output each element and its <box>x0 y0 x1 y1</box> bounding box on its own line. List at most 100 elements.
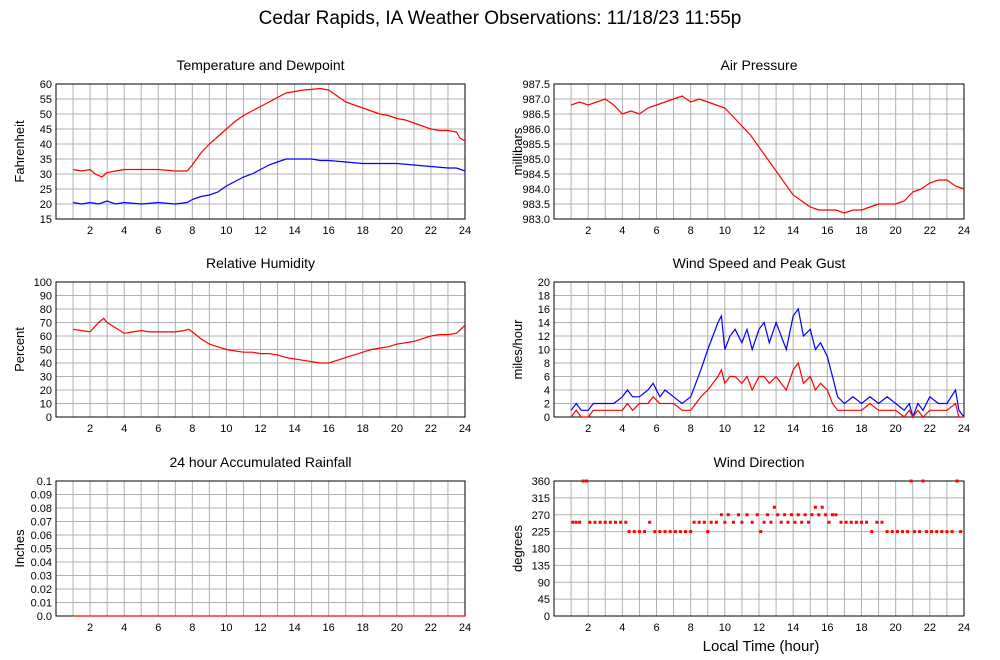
data-point <box>776 513 780 517</box>
y-tick-label: 60 <box>40 331 52 343</box>
data-point <box>783 513 787 517</box>
x-tick-label: 22 <box>425 225 437 237</box>
data-point <box>619 520 623 524</box>
y-tick-label: 10 <box>40 399 52 411</box>
y-tick-label: 986.0 <box>522 124 550 136</box>
x-tick-label: 10 <box>719 225 731 237</box>
data-point <box>714 520 718 524</box>
data-point <box>723 520 727 524</box>
data-point <box>865 520 869 524</box>
data-point <box>648 520 652 524</box>
data-point <box>875 520 879 524</box>
y-tick-label: 0.08 <box>31 503 52 515</box>
y-tick-label: 6 <box>544 372 550 384</box>
x-tick-label: 4 <box>121 423 127 435</box>
y-tick-label: 984.5 <box>522 169 550 181</box>
data-point <box>940 530 944 534</box>
x-axis-label: Local Time (hour) <box>703 638 820 655</box>
y-tick-label: 0.01 <box>31 598 52 610</box>
x-tick-label: 18 <box>357 622 369 634</box>
y-tick-label: 0.02 <box>31 584 52 596</box>
data-point <box>955 479 959 483</box>
x-tick-label: 16 <box>323 423 335 435</box>
y-tick-label: 0.0 <box>37 611 52 623</box>
y-tick-label: 315 <box>532 493 550 505</box>
y-tick-label: 0.07 <box>31 517 52 529</box>
y-tick-label: 15 <box>40 214 52 226</box>
x-tick-label: 12 <box>254 225 266 237</box>
data-point <box>673 530 677 534</box>
y-tick-label: 18 <box>538 291 550 303</box>
data-point <box>834 513 838 517</box>
plot-frame <box>553 281 965 418</box>
y-tick-label: 70 <box>40 318 52 330</box>
data-point <box>824 513 828 517</box>
y-tick-label: 987.5 <box>522 79 550 91</box>
x-tick-label: 12 <box>254 622 266 634</box>
x-tick-label: 24 <box>459 225 471 237</box>
series-line-1 <box>72 158 466 205</box>
y-tick-label: 30 <box>40 372 52 384</box>
data-point <box>678 530 682 534</box>
y-tick-label: 985.0 <box>522 154 550 166</box>
x-tick-label: 10 <box>220 423 232 435</box>
data-point <box>593 520 597 524</box>
plot-frame <box>55 281 466 418</box>
y-tick-label: 50 <box>40 345 52 357</box>
data-point <box>709 520 713 524</box>
x-tick-label: 14 <box>288 622 300 634</box>
data-point <box>624 520 628 524</box>
chart-pressure: 983.0 983.5 984.0 984.5 985.0 985.5 986.0 986.5… <box>510 57 970 237</box>
y-tick-label: 983.5 <box>522 199 550 211</box>
y-tick-label: 100 <box>34 277 52 289</box>
data-point <box>901 530 904 534</box>
y-tick-label: 60 <box>40 79 52 91</box>
x-tick-label: 8 <box>189 622 195 634</box>
x-tick-label: 16 <box>323 225 335 237</box>
y-tick-label: 0 <box>544 412 550 424</box>
y-axis-label: millibars <box>510 127 525 175</box>
chart-title: Wind Direction <box>713 454 804 470</box>
x-tick-label: 20 <box>391 423 403 435</box>
data-point <box>668 530 672 534</box>
data-point <box>571 520 575 524</box>
data-point <box>598 520 602 524</box>
data-point <box>745 513 749 517</box>
data-point <box>803 513 807 517</box>
data-point <box>849 520 853 524</box>
data-point <box>844 520 848 524</box>
y-tick-label: 135 <box>532 560 550 572</box>
y-axis-label: Percent <box>12 327 27 372</box>
data-point <box>581 479 585 483</box>
chart-title: Air Pressure <box>720 57 797 73</box>
y-tick-label: 985.5 <box>522 139 550 151</box>
x-tick-label: 16 <box>821 423 833 435</box>
data-point <box>779 520 783 524</box>
data-point <box>930 530 934 534</box>
x-tick-label: 10 <box>719 622 731 634</box>
chart-rain: 0.00.01 0.020.03 0.040.05 0.060.07 0.080.09 0… <box>12 454 471 634</box>
x-tick-label: 22 <box>924 622 936 634</box>
data-point <box>627 530 631 534</box>
data-point <box>632 530 636 534</box>
y-tick-label: 50 <box>40 109 52 121</box>
series-line-1 <box>570 361 964 419</box>
y-tick-label: 12 <box>538 331 550 343</box>
y-tick-label: 0.03 <box>31 571 52 583</box>
data-point <box>706 530 710 534</box>
x-tick-label: 8 <box>688 423 694 435</box>
x-tick-label: 2 <box>87 622 93 634</box>
x-tick-label: 2 <box>585 423 591 435</box>
data-point <box>921 479 925 483</box>
data-point <box>906 530 910 534</box>
data-point <box>807 520 811 524</box>
x-tick-label: 14 <box>787 622 799 634</box>
x-tick-label: 8 <box>189 423 195 435</box>
data-point <box>830 513 834 517</box>
data-point <box>637 530 641 534</box>
